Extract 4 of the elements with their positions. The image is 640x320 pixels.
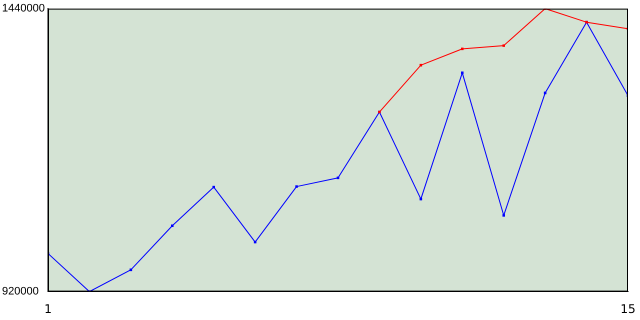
x-tick-label: 15 [620, 302, 636, 316]
y-tick-label: 920000 [2, 286, 39, 298]
y-tick-label: 1440000 [2, 2, 45, 15]
x-tick-label: 1 [44, 302, 52, 316]
